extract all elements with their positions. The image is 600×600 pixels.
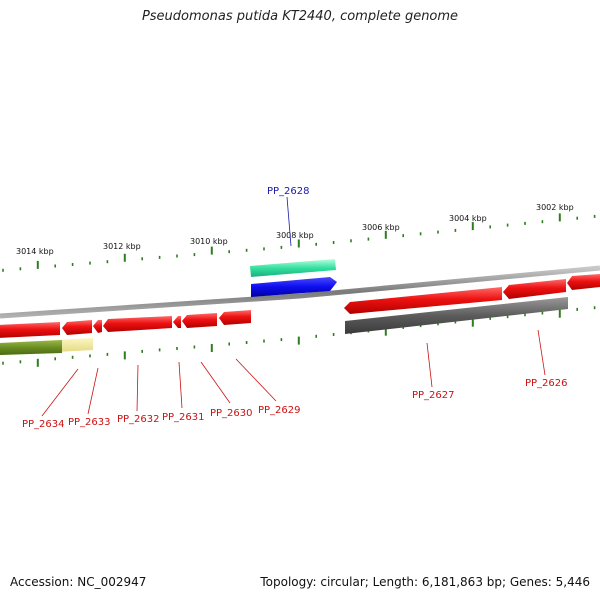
gene-label-pp-2631[interactable]: PP_2631 [162,412,205,423]
gene-label-pp-2633[interactable]: PP_2633 [68,417,111,428]
gene-label-pp-2629[interactable]: PP_2629 [258,405,301,416]
gene-label-pp-2626[interactable]: PP_2626 [525,378,568,389]
tick-label: 3006 kbp [362,223,400,232]
tick-labels: 3014 kbp 3012 kbp 3010 kbp 3008 kbp 3006… [16,203,574,256]
gene-pp-2633-arrow[interactable] [93,320,102,333]
leader-line [136,364,139,412]
gene-pp-2626-arrow[interactable] [503,279,566,299]
tick-label: 3008 kbp [276,231,314,240]
tick-label: 3012 kbp [103,242,141,251]
outer-tick-ruler [2,213,596,272]
gene-labels: PP_2628 PP_2627 PP_2626 PP_2629 PP_2630 … [22,186,568,430]
map-title: Pseudomonas putida KT2440, complete geno… [141,9,459,24]
gene-pp-2629-arrow[interactable] [219,310,251,325]
forward-strand-features [250,259,337,297]
gene-pp-2627-arrow[interactable] [344,287,502,314]
topology-summary: Topology: circular; Length: 6,181,863 bp… [260,575,590,589]
gene-pp-2634-arrow[interactable] [62,320,92,335]
leader-line [235,358,277,402]
gene-label-pp-2634[interactable]: PP_2634 [22,419,65,430]
gene-pp-2630-arrow[interactable] [182,313,217,328]
tick-label: 3004 kbp [449,214,487,223]
gene-label-pp-2630[interactable]: PP_2630 [210,408,253,419]
leader-line [87,367,99,415]
leader-line [537,329,546,376]
gene-pp-2631-arrow[interactable] [173,316,181,328]
leader-lines [41,196,546,417]
tick-label: 3002 kbp [536,203,574,212]
genome-backbone [0,265,600,319]
leader-line [41,368,79,417]
reverse-strand-genes [0,274,600,338]
inner-tick-ruler [2,306,596,367]
feature-bar-teal[interactable] [250,259,336,277]
leader-line [200,361,231,404]
leader-line [426,342,433,388]
gene-label-pp-2628[interactable]: PP_2628 [267,186,310,197]
leader-line [286,196,292,247]
gene-arrow[interactable] [567,274,600,290]
gene-label-pp-2627[interactable]: PP_2627 [412,390,455,401]
accession-text: Accession: NC_002947 [10,575,147,589]
feature-bar-gray[interactable] [345,297,568,334]
gene-pp-2628-arrow[interactable] [251,277,337,297]
feature-bar-olive[interactable] [0,340,62,355]
gene-pp-2632-arrow[interactable] [103,316,172,332]
reverse-strand-features [0,297,568,355]
tick-label: 3014 kbp [16,247,54,256]
gene-arrow[interactable] [0,322,60,338]
tick-label: 3010 kbp [190,237,228,246]
gene-label-pp-2632[interactable]: PP_2632 [117,414,160,425]
leader-line [178,361,183,409]
